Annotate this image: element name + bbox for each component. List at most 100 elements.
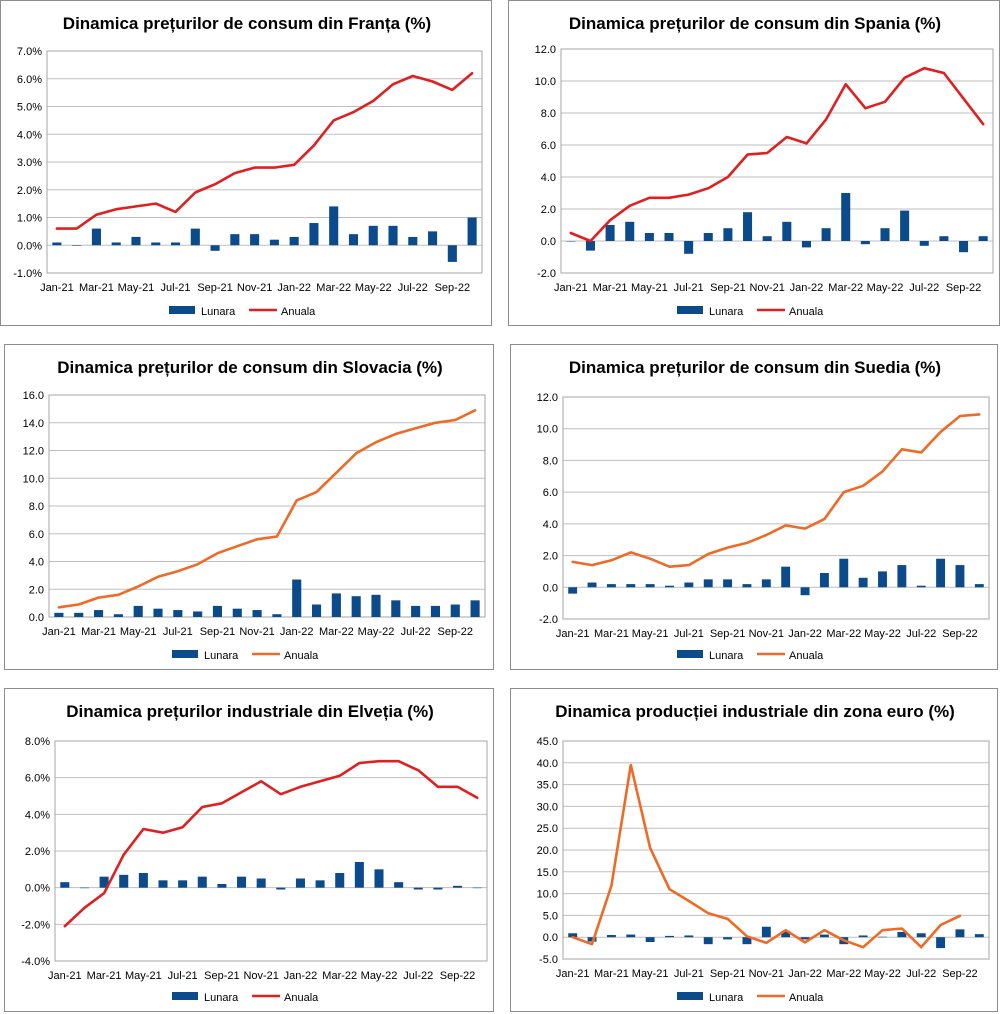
y-tick-label: 4.0 xyxy=(29,557,44,569)
y-tick-label: 0.0% xyxy=(17,240,42,252)
line-anuala xyxy=(57,409,477,609)
y-tick-label: 2.0 xyxy=(543,551,558,563)
bar-lunara-Jul-21 xyxy=(178,880,188,888)
x-tick-label: Mar-21 xyxy=(593,282,628,294)
bar-lunara-Mar-21 xyxy=(606,935,616,938)
x-tick-label: Jan-21 xyxy=(556,628,590,640)
bar-lunara-Jun-21 xyxy=(664,233,674,241)
bar-lunara-Aug-22 xyxy=(433,887,443,890)
x-tick-label: Nov-21 xyxy=(749,968,784,980)
bar-lunara-Feb-21 xyxy=(585,241,595,251)
y-tick-label: 40.0 xyxy=(537,758,558,770)
x-tick-label: May-21 xyxy=(632,628,669,640)
legend-label-anuala: Anuala xyxy=(284,650,319,662)
bar-lunara-Jun-21 xyxy=(665,935,674,938)
x-tick-label: Jul-21 xyxy=(168,970,198,982)
bar-lunara-Dec-21 xyxy=(781,931,791,938)
y-tick-label: 3.0% xyxy=(17,157,42,169)
bar-lunara-Mar-21 xyxy=(93,610,104,617)
bar-lunara-Sep-22 xyxy=(955,929,965,938)
legend-label-anuala: Anuala xyxy=(281,306,316,318)
bar-lunara-Sep-22 xyxy=(955,565,965,588)
y-tick-label: 2.0% xyxy=(25,846,50,858)
bar-lunara-Apr-22 xyxy=(351,596,361,617)
y-tick-label: 8.0 xyxy=(543,455,558,467)
bar-lunara-Dec-21 xyxy=(269,239,279,246)
y-tick-label: 15.0 xyxy=(537,867,558,879)
bar-lunara-Jul-22 xyxy=(408,236,418,246)
legend-swatch-lunara xyxy=(169,306,195,314)
bar-lunara-Feb-22 xyxy=(311,604,322,617)
y-tick-label: 10.0 xyxy=(537,889,558,901)
bar-lunara-Jul-21 xyxy=(170,242,181,246)
bar-lunara-May-22 xyxy=(368,225,378,246)
bar-lunara-Jan-21 xyxy=(54,612,64,617)
bar-lunara-Aug-22 xyxy=(936,937,946,949)
y-tick-label: 4.0% xyxy=(25,809,50,821)
plot-area xyxy=(46,50,483,274)
y-tick-label: 2.0 xyxy=(541,204,556,216)
bar-lunara-Jun-21 xyxy=(153,608,163,617)
bar-lunara-Jan-22 xyxy=(292,579,302,617)
bar-lunara-Oct-21 xyxy=(742,937,752,945)
bar-lunara-Nov-21 xyxy=(256,878,266,888)
chart-svg: Dinamica prețurilor industriale din Elve… xyxy=(21,702,488,1004)
x-tick-label: Mar-22 xyxy=(319,626,354,638)
x-tick-label: Jan-21 xyxy=(40,282,74,294)
bar-lunara-Sep-22 xyxy=(450,604,460,617)
legend-label-lunara: Lunara xyxy=(709,650,744,662)
bar-lunara-Sep-21 xyxy=(210,245,220,251)
x-tick-label: Jan-21 xyxy=(556,968,590,980)
y-tick-label: 6.0% xyxy=(17,74,42,86)
x-tick-label: Jan-21 xyxy=(42,626,76,638)
bar-lunara-Jan-21 xyxy=(568,587,578,594)
x-tick-label: Jul-21 xyxy=(163,626,193,638)
chart-title: Dinamica prețurilor de consum din Slovac… xyxy=(57,358,442,377)
y-tick-label: 30.0 xyxy=(537,801,558,813)
legend-swatch-lunara xyxy=(172,992,198,1000)
x-tick-label: Sep-22 xyxy=(438,626,473,638)
y-tick-label: 2.0 xyxy=(29,584,44,596)
bar-lunara-Nov-21 xyxy=(761,579,771,588)
x-tick-label: Jan-21 xyxy=(48,970,82,982)
bar-lunara-Aug-22 xyxy=(936,558,946,588)
plot-area xyxy=(562,740,990,960)
x-tick-label: Nov-21 xyxy=(243,970,278,982)
x-tick-label: Sep-21 xyxy=(197,282,232,294)
chart-panel-suedia: Dinamica prețurilor de consum din Suedia… xyxy=(510,344,998,670)
bar-lunara-Dec-21 xyxy=(276,887,286,890)
chart-title: Dinamica prețurilor de consum din Spania… xyxy=(569,14,941,33)
x-tick-label: Sep-21 xyxy=(710,628,745,640)
y-tick-label: 12.0 xyxy=(537,392,558,404)
x-tick-label: Jul-21 xyxy=(161,282,191,294)
y-tick-label: 10.0 xyxy=(535,76,556,88)
bar-lunara-Jun-22 xyxy=(394,882,404,888)
x-tick-label: Mar-22 xyxy=(828,282,863,294)
line-anuala xyxy=(63,759,479,928)
y-tick-label: 10.0 xyxy=(537,424,558,436)
y-tick-label: 4.0 xyxy=(541,172,556,184)
bar-lunara-Aug-21 xyxy=(703,937,713,945)
x-tick-label: Jul-22 xyxy=(906,968,936,980)
chart-svg: Dinamica prețurilor de consum din Franța… xyxy=(13,14,483,318)
bar-lunara-Jan-21 xyxy=(566,241,576,242)
x-tick-label: Nov-21 xyxy=(239,626,274,638)
bar-lunara-Feb-22 xyxy=(821,228,831,241)
bar-lunara-May-21 xyxy=(138,873,148,888)
bar-lunara-Feb-21 xyxy=(72,245,82,246)
plot-area xyxy=(562,396,990,620)
x-tick-label: Jul-22 xyxy=(401,626,431,638)
y-tick-label: 16.0 xyxy=(23,390,44,402)
y-tick-label: 8.0% xyxy=(25,736,50,748)
y-tick-label: 8.0 xyxy=(541,108,556,120)
x-tick-label: Jan-21 xyxy=(554,282,588,294)
bar-lunara-Apr-21 xyxy=(111,242,121,246)
x-tick-label: Jul-21 xyxy=(674,968,704,980)
plot-area xyxy=(48,394,486,618)
x-tick-label: Jul-22 xyxy=(403,970,433,982)
x-tick-label: Jan-22 xyxy=(277,282,311,294)
y-tick-label: 0.0% xyxy=(25,883,50,895)
x-tick-label: Mar-22 xyxy=(322,970,357,982)
x-tick-label: May-22 xyxy=(864,968,901,980)
bar-lunara-Jan-21 xyxy=(568,933,578,938)
